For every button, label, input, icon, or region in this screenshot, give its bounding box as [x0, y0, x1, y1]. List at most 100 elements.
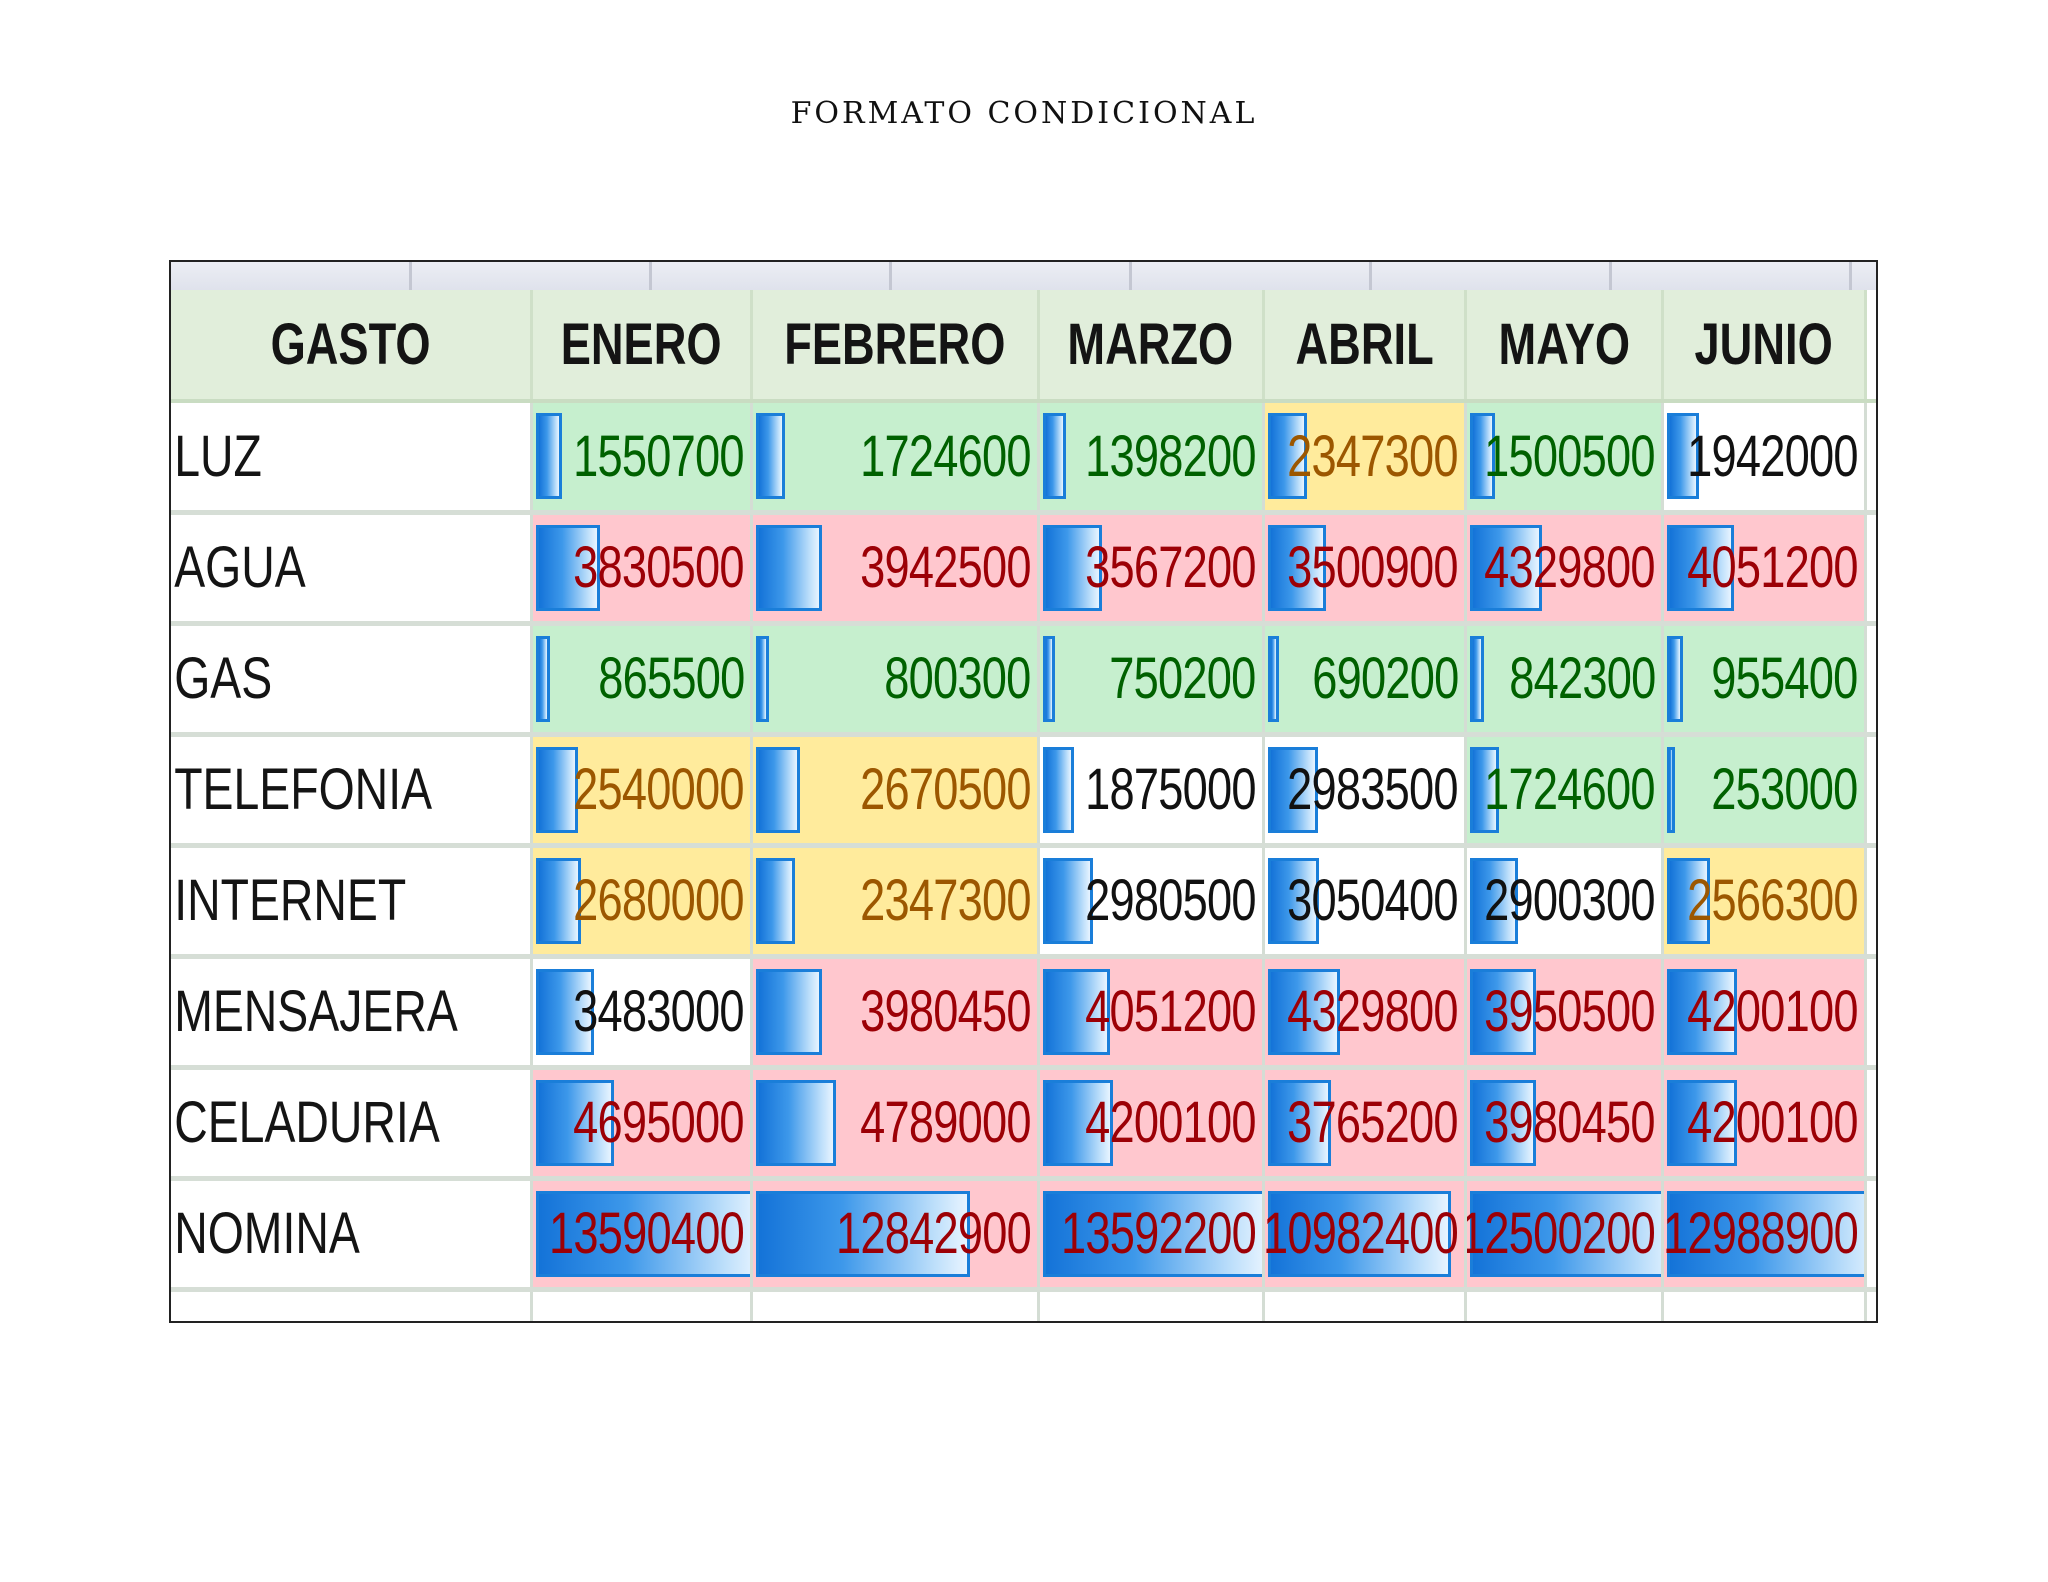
cell-value-wrap: 842300	[1468, 626, 1656, 730]
value-cell[interactable]: 13590400	[531, 1178, 754, 1292]
cell-value: 253000	[1711, 757, 1859, 822]
value-cell[interactable]: 4789000	[751, 1067, 1040, 1181]
value-cell[interactable]: 955400	[1662, 623, 1867, 737]
value-cell[interactable]: 2983500	[1263, 734, 1468, 848]
cell-value: 3830500	[573, 535, 745, 600]
value-cell[interactable]: 4329800	[1263, 956, 1468, 1070]
cell-value-wrap: 4695000	[531, 1070, 745, 1174]
cell-value-wrap: 2980500	[1038, 848, 1256, 952]
value-cell[interactable]: 10982400	[1263, 1178, 1468, 1292]
value-cell[interactable]: 3567200	[1038, 512, 1265, 626]
value-cell[interactable]: 2347300	[751, 845, 1040, 959]
value-cell[interactable]: 12988900	[1662, 1178, 1867, 1292]
header-month[interactable]: JUNIO	[1662, 290, 1867, 403]
column-divider	[409, 262, 412, 290]
value-cell[interactable]: 2900300	[1465, 845, 1665, 959]
value-cell[interactable]: 3483000	[531, 956, 754, 1070]
value-cell[interactable]: 1875000	[1038, 734, 1265, 848]
value-cell[interactable]: 1942000	[1662, 401, 1867, 515]
cell-value: 10982400	[1263, 1201, 1459, 1266]
value-cell[interactable]: 2566300	[1662, 845, 1867, 959]
value-cell[interactable]: 1724600	[751, 401, 1040, 515]
value-cell[interactable]: 13592200	[1038, 1178, 1265, 1292]
data-bar	[1042, 746, 1074, 833]
value-cell[interactable]: 2670500	[751, 734, 1040, 848]
cell-value-wrap: 2680000	[531, 848, 745, 952]
row-label-cell[interactable]: MENSAJERA	[171, 956, 533, 1070]
row-label-cell[interactable]: TELEFONIA	[171, 734, 533, 848]
value-cell[interactable]: 12500200	[1465, 1178, 1665, 1292]
cell-value-wrap: 3765200	[1263, 1070, 1458, 1174]
row-label: CELADURIA	[174, 1090, 440, 1155]
value-cell[interactable]: 1724600	[1465, 734, 1665, 848]
value-cell[interactable]: 865500	[531, 623, 754, 737]
cell-value: 3942500	[860, 535, 1031, 600]
value-cell[interactable]: 2540000	[531, 734, 754, 848]
cell-value: 2980500	[1084, 868, 1256, 933]
value-cell[interactable]: 12842900	[751, 1178, 1040, 1292]
value-cell[interactable]: 3765200	[1263, 1067, 1468, 1181]
row-label-cell[interactable]: NOMINA	[171, 1178, 533, 1292]
empty-cell[interactable]	[1865, 1289, 1876, 1321]
cell-value-wrap: 750200	[1068, 626, 1256, 730]
column-header-bar	[171, 262, 1876, 293]
cell-value: 2900300	[1484, 868, 1656, 933]
cell-value-wrap: 10982400	[1263, 1181, 1459, 1285]
value-cell[interactable]: 4695000	[531, 1067, 754, 1181]
empty-cell[interactable]	[751, 1289, 1040, 1321]
cell-value: 1500500	[1484, 423, 1656, 489]
value-cell[interactable]: 4051200	[1038, 956, 1265, 1070]
value-cell[interactable]: 3050400	[1263, 845, 1468, 959]
value-cell[interactable]: 1550700	[531, 401, 754, 515]
data-bar	[535, 1079, 614, 1166]
row-label-cell[interactable]: LUZ	[171, 401, 533, 515]
value-cell[interactable]: 253000	[1662, 734, 1867, 848]
cell-value-wrap: 3830500	[531, 515, 745, 619]
value-cell[interactable]: 4051200	[1662, 512, 1867, 626]
value-cell[interactable]: 4200100	[1662, 956, 1867, 1070]
value-cell[interactable]: 2680000	[531, 845, 754, 959]
value-cell[interactable]: 1398200	[1038, 401, 1265, 515]
empty-cell[interactable]	[1465, 1289, 1665, 1321]
empty-cell[interactable]	[1263, 1289, 1468, 1321]
header-month[interactable]: FEBRERO	[751, 290, 1040, 403]
empty-cell[interactable]	[1662, 1289, 1867, 1321]
header-month[interactable]: ENERO	[531, 290, 754, 403]
empty-cell[interactable]	[171, 1289, 533, 1321]
row-edge-cell	[1865, 401, 1876, 515]
value-cell[interactable]: 842300	[1465, 623, 1665, 737]
value-cell[interactable]: 4200100	[1662, 1067, 1867, 1181]
empty-cell[interactable]	[531, 1289, 754, 1321]
value-cell[interactable]: 3500900	[1263, 512, 1468, 626]
value-cell[interactable]: 3942500	[751, 512, 1040, 626]
value-cell[interactable]: 800300	[751, 623, 1040, 737]
value-cell[interactable]: 2347300	[1263, 401, 1468, 515]
value-cell[interactable]: 1500500	[1465, 401, 1665, 515]
row-label-cell[interactable]: AGUA	[171, 512, 533, 626]
value-cell[interactable]: 690200	[1263, 623, 1468, 737]
header-month[interactable]: MAYO	[1465, 290, 1665, 403]
row-label-cell[interactable]: CELADURIA	[171, 1067, 533, 1181]
value-cell[interactable]: 3950500	[1465, 956, 1665, 1070]
data-bar	[1667, 1079, 1738, 1166]
expense-table: GASTO ENERO FEBRERO MARZO ABRIL MAYO JUNIO LUZ…	[171, 290, 1876, 1321]
row-label-cell[interactable]: GAS	[171, 623, 533, 737]
value-cell[interactable]: 750200	[1038, 623, 1265, 737]
header-month[interactable]: ABRIL	[1263, 290, 1468, 403]
value-cell[interactable]: 3830500	[531, 512, 754, 626]
row-label-cell[interactable]: INTERNET	[171, 845, 533, 959]
value-cell[interactable]: 2980500	[1038, 845, 1265, 959]
header-gasto[interactable]: GASTO	[171, 290, 533, 403]
value-cell[interactable]: 3980450	[751, 956, 1040, 1070]
header-month[interactable]: MARZO	[1038, 290, 1265, 403]
value-cell[interactable]: 4329800	[1465, 512, 1665, 626]
cell-value-wrap: 253000	[1670, 737, 1859, 841]
data-bar	[535, 968, 594, 1055]
cell-value: 4051200	[1084, 979, 1256, 1044]
cell-value-wrap: 4789000	[812, 1070, 1031, 1174]
value-cell[interactable]: 4200100	[1038, 1067, 1265, 1181]
cell-value: 2540000	[573, 757, 745, 822]
value-cell[interactable]: 3980450	[1465, 1067, 1665, 1181]
row-edge-cell	[1865, 512, 1876, 626]
empty-cell[interactable]	[1038, 1289, 1265, 1321]
